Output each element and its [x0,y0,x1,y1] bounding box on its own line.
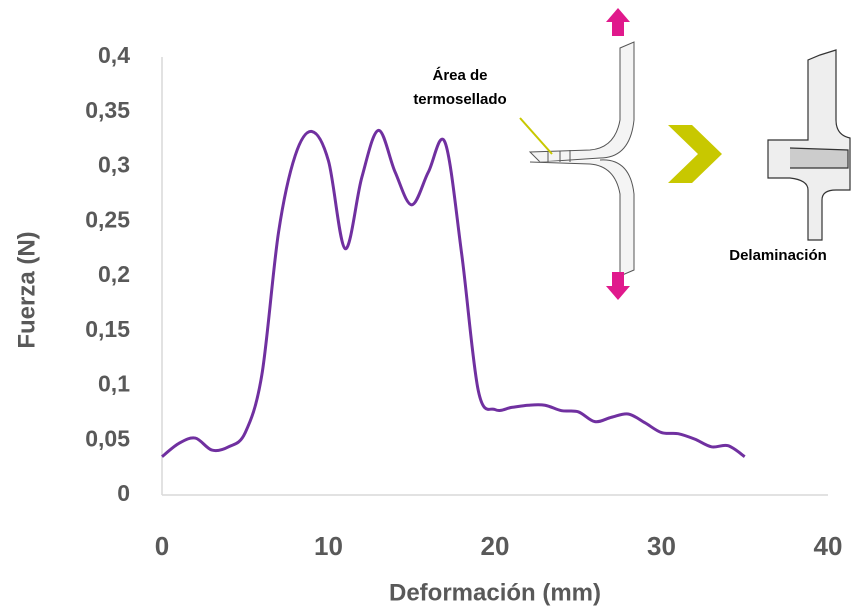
x-tick-label: 40 [814,531,843,561]
y-tick-label: 0,4 [98,42,130,68]
y-tick-label: 0,3 [98,152,130,178]
data-line [162,130,745,456]
arrow-down [606,272,630,300]
x-tick-label: 30 [647,531,676,561]
y-tick-label: 0,1 [98,371,130,397]
chevron [668,125,722,183]
y-tick-label: 0,15 [85,316,130,342]
arrow-up [606,8,630,36]
y-tick-label: 0,35 [85,97,130,123]
annotation: termosellado [413,91,506,108]
x-tick-label: 0 [155,531,169,561]
chart: Deformación (mm) Fuerza (N) Área de term… [0,0,860,612]
annotation: Delaminación [729,247,827,264]
y-tick-label: 0,25 [85,206,130,232]
y-tick-label: 0,05 [85,425,130,451]
pointer-line [520,118,552,154]
y-axis-title: Fuerza (N) [13,231,40,348]
x-tick-label: 10 [314,531,343,561]
delamination-diagram [768,50,850,240]
y-tick-label: 0,2 [98,261,130,287]
annotation: Área de [432,67,487,84]
x-tick-label: 20 [481,531,510,561]
peel-diagram [530,42,634,276]
x-axis-title: Deformación (mm) [389,579,601,606]
y-tick-label: 0 [117,480,130,506]
